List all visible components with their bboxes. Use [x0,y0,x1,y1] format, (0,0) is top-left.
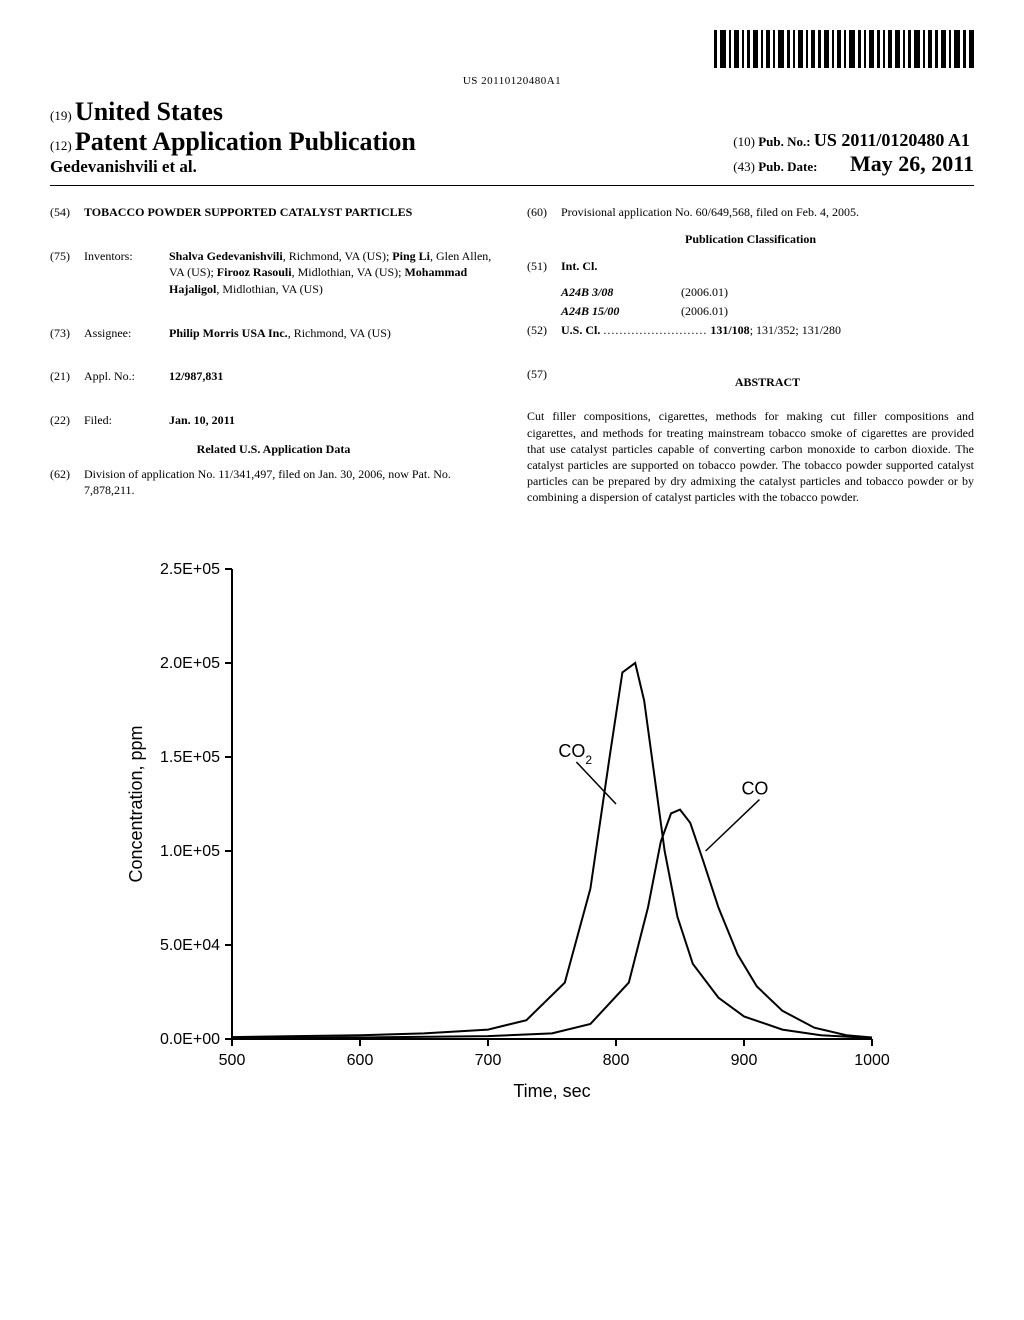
intcl-row: A24B 3/08(2006.01) [561,284,974,301]
field-num: (75) [50,248,84,298]
uscl-line: U.S. Cl. .......................... 131/… [561,322,841,339]
svg-text:0.0E+00: 0.0E+00 [160,1031,220,1048]
svg-text:2.5E+05: 2.5E+05 [160,561,220,578]
classification-header: Publication Classification [527,231,974,248]
document-header: (19) United States (12) Patent Applicati… [50,97,974,186]
assignee-label: Assignee: [84,325,169,342]
svg-text:2.0E+05: 2.0E+05 [160,655,220,672]
field-num: (60) [527,204,561,221]
field-num: (54) [50,204,84,221]
filed-value: Jan. 10, 2011 [169,412,497,429]
svg-text:1.0E+05: 1.0E+05 [160,843,220,860]
left-column: (54) TOBACCO POWDER SUPPORTED CATALYST P… [50,204,497,509]
svg-text:CO: CO [741,779,768,799]
inventors-value: Shalva Gedevanishvili, Richmond, VA (US)… [169,248,497,298]
intcl-row: A24B 15/00(2006.01) [561,303,974,320]
publication-type-line: (12) Patent Application Publication [50,127,416,157]
concentration-chart: 0.0E+00 5.0E+04 1.0E+05 1.5E+05 2.0E+05 2.5E+… [122,549,902,1109]
pub-date-line: (43) Pub. Date: May 26, 2011 [733,151,974,177]
chart-container: 0.0E+00 5.0E+04 1.0E+05 1.5E+05 2.0E+05 2.5E+… [50,549,974,1109]
svg-text:Concentration, ppm: Concentration, ppm [126,726,146,883]
svg-text:1.5E+05: 1.5E+05 [160,749,220,766]
related-header: Related U.S. Application Data [50,441,497,458]
filed-label: Filed: [84,412,169,429]
field-num: (22) [50,412,84,429]
patent-title: TOBACCO POWDER SUPPORTED CATALYST PARTIC… [84,204,412,221]
field-num: (21) [50,368,84,385]
right-column: (60) Provisional application No. 60/649,… [527,204,974,509]
metadata-columns: (54) TOBACCO POWDER SUPPORTED CATALYST P… [50,204,974,509]
svg-text:800: 800 [603,1052,630,1069]
assignee-value: Philip Morris USA Inc., Richmond, VA (US… [169,325,497,342]
svg-text:1000: 1000 [854,1052,890,1069]
appl-label: Appl. No.: [84,368,169,385]
field-num: (62) [50,466,84,500]
authors-line: Gedevanishvili et al. [50,157,416,177]
abstract-text: Cut filler compositions, cigarettes, met… [527,408,974,505]
svg-text:5.0E+04: 5.0E+04 [160,937,220,954]
barcode-number: US 20110120480A1 [50,75,974,87]
svg-text:700: 700 [475,1052,502,1069]
country-line: (19) United States [50,97,416,127]
abstract-header: ABSTRACT [561,374,974,391]
svg-text:500: 500 [219,1052,246,1069]
field-num: (51) [527,258,561,275]
barcode-icon [714,30,974,73]
field-num: (57) [527,366,561,399]
provisional-text: Provisional application No. 60/649,568, … [561,204,859,221]
svg-text:600: 600 [347,1052,374,1069]
field-num: (52) [527,322,561,339]
field-num: (73) [50,325,84,342]
division-text: Division of application No. 11/341,497, … [84,466,497,500]
svg-text:900: 900 [731,1052,758,1069]
svg-text:Time, sec: Time, sec [513,1081,590,1101]
appl-value: 12/987,831 [169,368,497,385]
inventors-label: Inventors: [84,248,169,298]
svg-text:CO2: CO2 [558,741,592,767]
pub-no-line: (10) Pub. No.: US 2011/0120480 A1 [733,130,974,151]
intcl-label: Int. Cl. [561,258,597,275]
barcode-block: US 20110120480A1 [50,30,974,87]
